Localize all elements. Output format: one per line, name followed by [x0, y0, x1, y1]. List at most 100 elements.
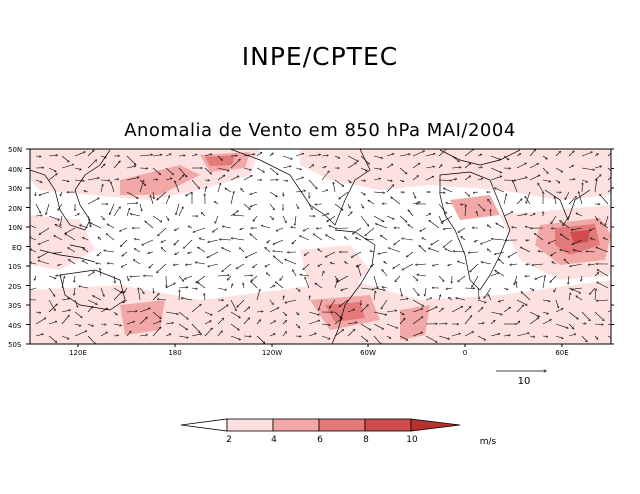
wind-vector — [38, 251, 50, 258]
wind-vector — [360, 180, 366, 181]
wind-vector — [412, 299, 424, 306]
wind-vector — [542, 320, 551, 325]
wind-vector — [330, 263, 336, 264]
wind-vector — [521, 292, 531, 301]
wind-vector — [269, 215, 274, 220]
wind-vector — [391, 197, 401, 205]
wind-vector — [582, 183, 583, 193]
wind-vector — [516, 282, 517, 289]
wind-vector — [208, 263, 219, 267]
wind-vector — [113, 335, 119, 336]
wind-vector — [495, 270, 505, 277]
wind-vector — [48, 174, 57, 181]
wind-vector — [386, 215, 394, 219]
wind-vector — [339, 191, 349, 199]
wind-vector — [529, 336, 535, 337]
wind-vector — [581, 275, 582, 281]
wind-vector — [594, 335, 598, 339]
wind-vector — [330, 299, 336, 308]
wind-vector — [30, 287, 37, 291]
wind-vector — [114, 275, 115, 283]
wind-vector — [576, 296, 583, 301]
wind-vector — [590, 227, 596, 231]
wind-vector — [477, 308, 483, 313]
wind-vector — [191, 154, 197, 157]
wind-vector — [321, 214, 329, 217]
wind-vector — [74, 214, 79, 217]
wind-vector — [152, 294, 159, 301]
lat-label: 30N — [8, 185, 22, 193]
wind-vector — [474, 239, 479, 242]
wind-vector — [334, 155, 340, 158]
wind-vector — [351, 251, 362, 257]
wind-vector — [126, 275, 129, 281]
wind-vector — [344, 237, 349, 241]
wind-vector — [334, 311, 341, 318]
wind-vector — [417, 275, 427, 277]
wind-vector — [39, 191, 50, 195]
wind-vector — [191, 334, 202, 337]
wind-vector — [594, 273, 599, 277]
wind-vector — [74, 311, 82, 318]
wind-vector — [198, 282, 206, 289]
wind-vector — [275, 282, 284, 289]
wind-vector — [126, 191, 138, 198]
wind-vector — [568, 165, 574, 169]
wind-vector — [339, 299, 349, 307]
wind-vector — [446, 288, 453, 289]
wind-vector — [481, 262, 492, 265]
wind-vector — [74, 180, 84, 181]
wind-vector — [516, 199, 522, 205]
shade-west-pacific — [30, 215, 95, 270]
wind-vector — [217, 183, 221, 193]
wind-vector — [178, 335, 188, 338]
wind-vector — [334, 203, 343, 210]
wind-vector — [60, 191, 63, 196]
wind-vector — [321, 324, 330, 325]
wind-vector — [581, 179, 588, 182]
wind-vector — [100, 324, 106, 325]
wind-vector — [360, 167, 367, 171]
wind-vector — [165, 323, 173, 324]
wind-vector — [429, 220, 440, 229]
wind-vector — [412, 317, 423, 325]
colorbar-level-label: 8 — [363, 435, 369, 445]
wind-vector — [126, 208, 130, 217]
wind-vector — [555, 309, 563, 313]
wind-vector — [477, 179, 483, 181]
wind-vector — [165, 196, 170, 205]
wind-vector — [443, 239, 453, 247]
wind-vector — [250, 234, 258, 241]
wind-vector — [148, 252, 154, 253]
wind-vector — [373, 287, 385, 290]
wind-vector — [581, 152, 592, 157]
wind-vector — [607, 309, 611, 313]
wind-vector — [230, 335, 241, 340]
colorbar-unit: m/s — [480, 437, 497, 447]
wind-vector — [191, 323, 200, 333]
wind-vector — [461, 237, 466, 241]
wind-vector — [594, 311, 604, 321]
wind-vector — [236, 263, 245, 269]
wind-vector — [325, 251, 336, 257]
wind-vector — [378, 251, 388, 254]
wind-vector — [399, 154, 410, 157]
wind-vector — [273, 239, 284, 244]
wind-vector — [321, 271, 324, 277]
wind-vector — [516, 154, 521, 157]
wind-vector — [60, 215, 63, 226]
wind-vector — [495, 251, 505, 254]
wind-vector — [449, 297, 453, 301]
wind-vector — [243, 176, 252, 181]
wind-vector — [107, 224, 115, 229]
wind-vector — [240, 228, 245, 230]
wind-vector — [153, 191, 154, 199]
wind-vector — [134, 239, 141, 240]
wind-vector — [451, 306, 463, 313]
wind-vector — [347, 309, 355, 313]
wind-vector — [529, 164, 539, 169]
wind-vector — [295, 323, 300, 328]
wind-vector — [596, 300, 609, 301]
wind-vector — [386, 164, 393, 169]
wind-vector — [93, 296, 102, 301]
